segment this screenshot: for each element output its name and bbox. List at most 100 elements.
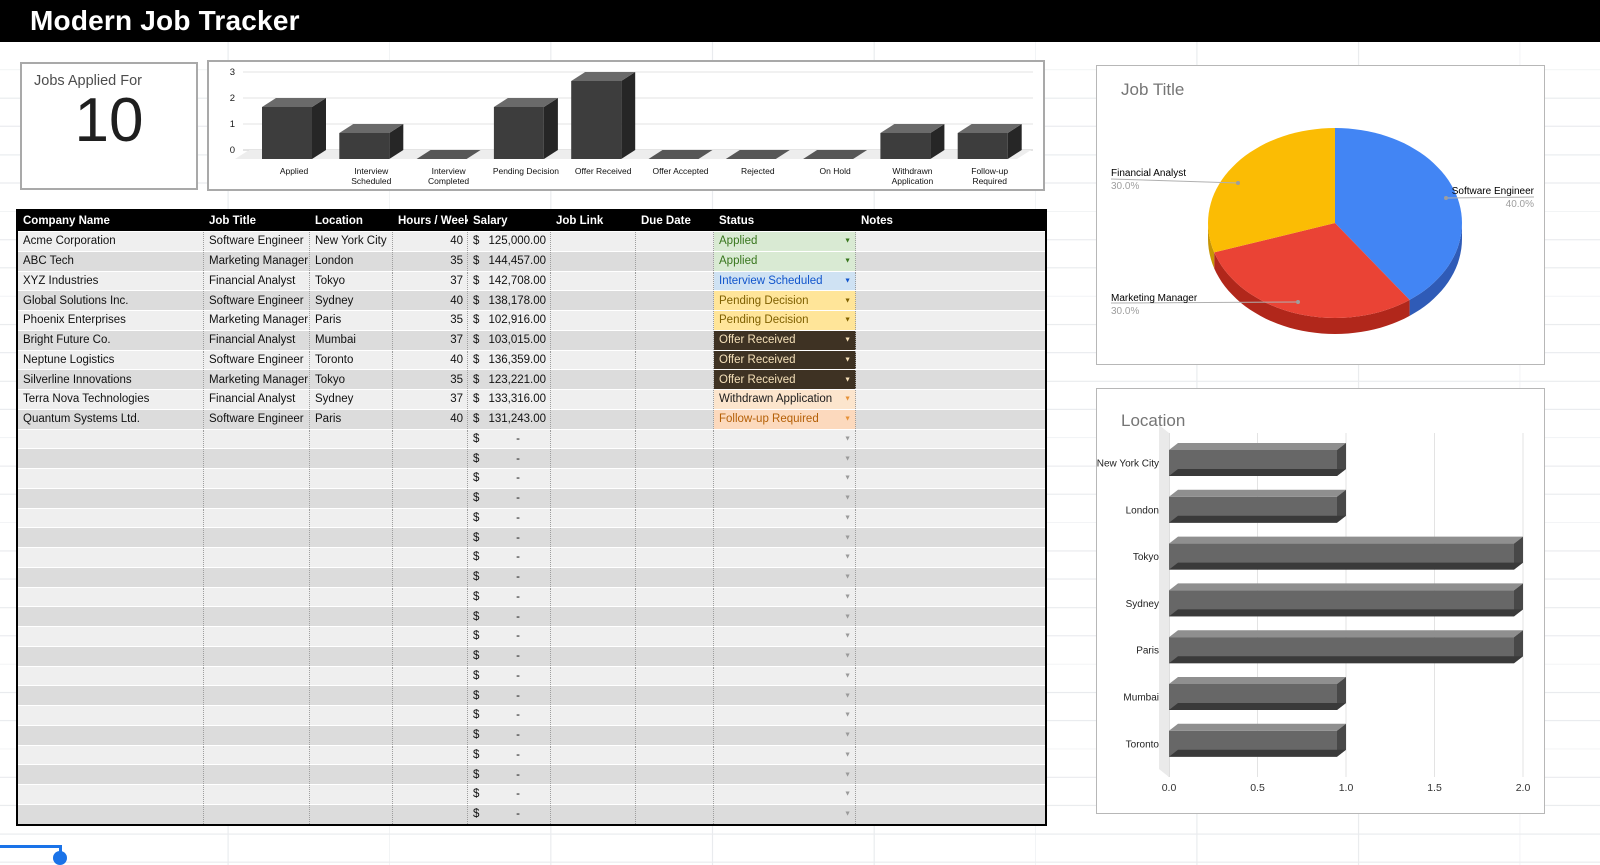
cell-hours[interactable] [393, 785, 468, 804]
dropdown-arrow-icon[interactable]: ▼ [844, 652, 851, 660]
cell-salary[interactable]: $ - [468, 686, 551, 705]
cell-company[interactable] [18, 508, 204, 528]
column-header[interactable]: Salary [473, 215, 508, 227]
cell-notes[interactable] [856, 449, 1045, 468]
cell-hours[interactable]: 40 [393, 409, 468, 429]
cell-due-date[interactable] [636, 330, 714, 350]
cell-job-link[interactable] [551, 745, 636, 765]
cell-status status-dropdown[interactable]: ▼ [714, 686, 856, 705]
cell-due-date[interactable] [636, 251, 714, 271]
cell-notes[interactable] [856, 568, 1045, 587]
cell-job-title[interactable]: Software Engineer [204, 409, 310, 429]
cell-due-date[interactable] [636, 350, 714, 370]
cell-company[interactable] [18, 548, 204, 567]
cell-notes[interactable] [856, 351, 1045, 370]
dropdown-arrow-icon[interactable]: ▼ [844, 573, 851, 581]
cell-company[interactable] [18, 469, 204, 488]
cell-hours[interactable] [393, 587, 468, 607]
cell-company[interactable] [18, 706, 204, 725]
cell-salary[interactable]: $125,000.00 [468, 232, 551, 251]
cell-company[interactable]: Silverline Innovations [18, 370, 204, 389]
dropdown-arrow-icon[interactable]: ▼ [844, 771, 851, 779]
cell-job-title[interactable] [204, 666, 310, 686]
cell-salary[interactable]: $136,359.00 [468, 350, 551, 370]
cell-due-date[interactable] [636, 528, 714, 547]
cell-status status-dropdown[interactable]: ▼ [714, 745, 856, 765]
cell-job-link[interactable] [551, 409, 636, 429]
column-header[interactable]: Due Date [641, 215, 691, 227]
cell-job-title[interactable] [204, 765, 310, 784]
cell-job-link[interactable] [551, 390, 636, 409]
cell-due-date[interactable] [636, 567, 714, 587]
cell-due-date[interactable] [636, 607, 714, 626]
dropdown-arrow-icon[interactable]: ▼ [844, 356, 851, 364]
cell-location[interactable] [310, 548, 393, 567]
cell-job-title[interactable] [204, 686, 310, 705]
cell-location[interactable] [310, 508, 393, 528]
cell-company[interactable]: Neptune Logistics [18, 350, 204, 370]
cell-due-date[interactable] [636, 390, 714, 409]
cell-status status-dropdown[interactable]: ▼ [714, 765, 856, 784]
cell-company[interactable] [18, 804, 204, 824]
cell-salary[interactable]: $ - [468, 567, 551, 587]
cell-status status-dropdown[interactable]: ▼ [714, 508, 856, 528]
cell-notes[interactable] [856, 706, 1045, 725]
dropdown-arrow-icon[interactable]: ▼ [844, 376, 851, 384]
cell-due-date[interactable] [636, 745, 714, 765]
cell-status status-dropdown[interactable]: ▼ [714, 607, 856, 626]
cell-job-link[interactable] [551, 686, 636, 705]
cell-notes[interactable] [856, 765, 1045, 784]
cell-location[interactable] [310, 804, 393, 824]
cell-status status-dropdown[interactable]: Offer Received ▼ [714, 350, 856, 370]
cell-job-title[interactable] [204, 567, 310, 587]
cell-location[interactable] [310, 686, 393, 705]
dropdown-arrow-icon[interactable]: ▼ [844, 494, 851, 502]
cell-location[interactable]: New York City [310, 232, 393, 251]
cell-status status-dropdown[interactable]: Offer Received ▼ [714, 330, 856, 350]
cell-due-date[interactable] [636, 232, 714, 251]
dropdown-arrow-icon[interactable]: ▼ [844, 751, 851, 759]
cell-location[interactable] [310, 725, 393, 745]
cell-hours[interactable]: 35 [393, 251, 468, 271]
cell-notes[interactable] [856, 469, 1045, 488]
cell-job-link[interactable] [551, 666, 636, 686]
cell-location[interactable]: Tokyo [310, 271, 393, 291]
cell-job-title[interactable] [204, 469, 310, 488]
cell-salary[interactable]: $ - [468, 607, 551, 626]
cell-notes[interactable] [856, 232, 1045, 251]
cell-salary[interactable]: $ - [468, 528, 551, 547]
cell-due-date[interactable] [636, 785, 714, 804]
cell-hours[interactable]: 37 [393, 271, 468, 291]
cell-salary[interactable]: $138,178.00 [468, 291, 551, 310]
cell-salary[interactable]: $ - [468, 646, 551, 666]
dropdown-arrow-icon[interactable]: ▼ [844, 810, 851, 818]
cell-notes[interactable] [856, 548, 1045, 567]
cell-job-link[interactable] [551, 350, 636, 370]
column-header[interactable]: Job Link [556, 215, 604, 227]
cell-company[interactable] [18, 488, 204, 508]
cell-due-date[interactable] [636, 646, 714, 666]
dropdown-arrow-icon[interactable]: ▼ [844, 613, 851, 621]
cell-status status-dropdown[interactable]: ▼ [714, 804, 856, 824]
cell-company[interactable] [18, 765, 204, 784]
cell-salary[interactable]: $ - [468, 488, 551, 508]
cell-location[interactable]: London [310, 251, 393, 271]
cell-location[interactable] [310, 646, 393, 666]
cell-job-title[interactable]: Software Engineer [204, 232, 310, 251]
column-header[interactable]: Status [719, 215, 755, 227]
cell-job-title[interactable] [204, 646, 310, 666]
cell-location[interactable] [310, 765, 393, 784]
cell-company[interactable] [18, 449, 204, 468]
dropdown-arrow-icon[interactable]: ▼ [844, 277, 851, 285]
cell-status status-dropdown[interactable]: ▼ [714, 627, 856, 646]
cell-due-date[interactable] [636, 508, 714, 528]
cell-due-date[interactable] [636, 311, 714, 330]
cell-hours[interactable] [393, 706, 468, 725]
cell-due-date[interactable] [636, 706, 714, 725]
cell-company[interactable] [18, 627, 204, 646]
cell-hours[interactable] [393, 508, 468, 528]
cell-status status-dropdown[interactable]: ▼ [714, 666, 856, 686]
cell-job-link[interactable] [551, 429, 636, 449]
cell-job-link[interactable] [551, 548, 636, 567]
dropdown-arrow-icon[interactable]: ▼ [844, 534, 851, 542]
